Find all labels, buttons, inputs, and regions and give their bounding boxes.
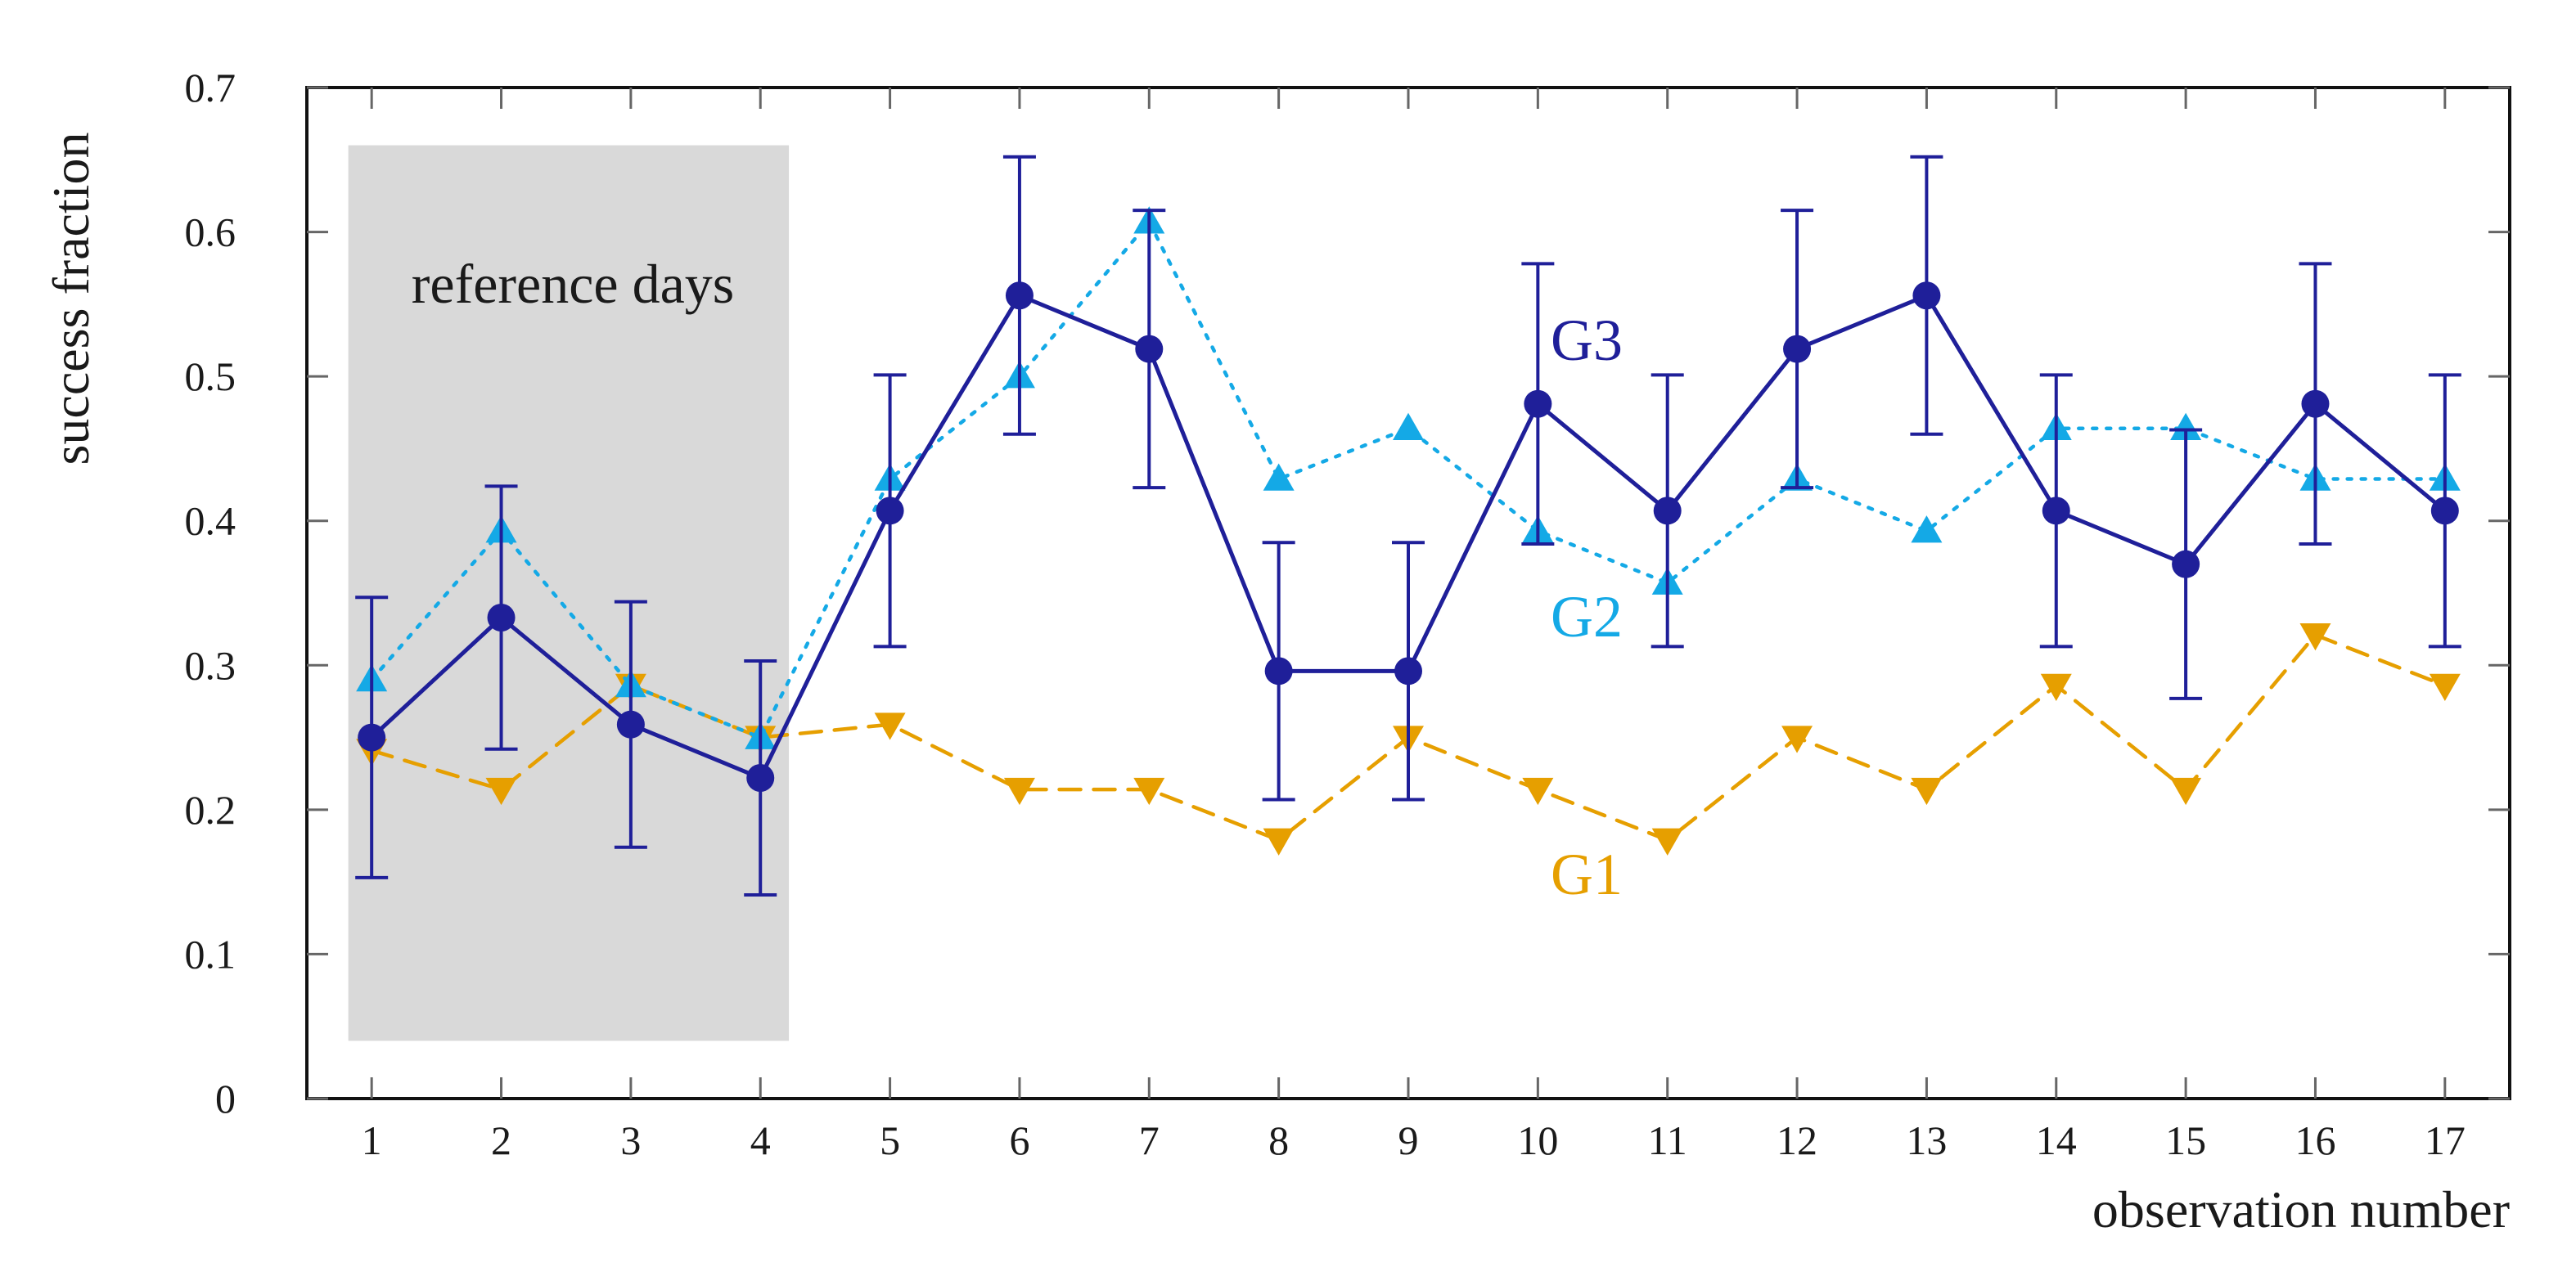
data-point-g3	[2301, 389, 2330, 418]
x-tick-label: 2	[491, 1117, 511, 1163]
data-point-g1	[1133, 777, 1165, 806]
x-tick-label: 3	[620, 1117, 641, 1163]
data-point-g1	[2429, 673, 2461, 702]
data-point-g3	[1524, 389, 1552, 418]
y-tick-label: 0.7	[185, 65, 236, 110]
data-point-g3	[358, 723, 386, 752]
data-point-g1	[485, 777, 517, 806]
data-point-g3	[1394, 657, 1422, 685]
y-tick-label: 0.3	[185, 642, 236, 688]
series-g3	[355, 155, 2461, 897]
series-label-g3: G3	[1551, 308, 1623, 373]
data-point-g3	[746, 764, 775, 793]
y-tick-label: 0.5	[185, 353, 236, 399]
data-point-g2	[2170, 412, 2202, 440]
y-axis-title: success fraction	[42, 133, 100, 465]
data-point-g1	[2170, 777, 2202, 806]
y-tick-label: 0.2	[185, 787, 236, 833]
series-label-g1: G1	[1551, 842, 1623, 907]
data-point-g1	[1651, 828, 1683, 856]
data-point-g1	[1781, 726, 1813, 753]
x-tick-label: 13	[1906, 1117, 1947, 1163]
x-tick-label: 6	[1009, 1117, 1029, 1163]
x-tick-label: 10	[1517, 1117, 1558, 1163]
data-point-g3	[616, 710, 645, 739]
data-point-g3	[487, 604, 516, 632]
data-point-g2	[1393, 412, 1424, 440]
x-tick-label: 5	[880, 1117, 900, 1163]
reference-days-region	[348, 145, 790, 1041]
y-tick-label: 0.6	[185, 209, 236, 255]
data-point-g2	[1263, 463, 1295, 491]
data-point-g1	[1263, 828, 1295, 856]
x-tick-label: 16	[2295, 1117, 2335, 1163]
data-point-g1	[874, 712, 906, 740]
x-tick-label: 17	[2425, 1117, 2466, 1163]
series-label-g2: G2	[1551, 584, 1623, 649]
x-tick-label: 12	[1777, 1117, 1817, 1163]
data-point-g3	[876, 497, 904, 525]
x-tick-label: 9	[1398, 1117, 1419, 1163]
data-point-g1	[1003, 777, 1035, 806]
data-point-g3	[2430, 497, 2459, 525]
y-tick-label: 0	[215, 1076, 236, 1121]
data-point-g3	[1005, 281, 1034, 310]
y-tick-label: 0.1	[185, 931, 236, 977]
x-tick-label: 7	[1139, 1117, 1160, 1163]
data-point-g2	[1911, 515, 1943, 543]
y-tick-label: 0.4	[185, 498, 236, 544]
data-point-g1	[1911, 777, 1943, 806]
annotation-reference-days: reference days	[412, 253, 735, 315]
data-point-g3	[1135, 335, 1164, 363]
data-point-g3	[1264, 657, 1293, 685]
x-tick-label: 14	[2036, 1117, 2077, 1163]
x-tick-label: 1	[362, 1117, 382, 1163]
data-point-g1	[1522, 777, 1554, 806]
x-axis-title: observation number	[2092, 1180, 2510, 1238]
x-tick-label: 8	[1268, 1117, 1289, 1163]
data-point-g1	[2040, 673, 2072, 702]
x-tick-label: 4	[750, 1117, 771, 1163]
series-g2-line	[369, 219, 2448, 739]
x-tick-label: 15	[2165, 1117, 2206, 1163]
data-point-g3	[1912, 281, 1941, 310]
data-point-g3	[2172, 550, 2200, 578]
data-point-g3	[2042, 497, 2070, 525]
data-point-g3	[1653, 497, 1682, 525]
data-point-g3	[1783, 335, 1812, 363]
data-point-g1	[2299, 623, 2331, 651]
x-tick-label: 11	[1648, 1117, 1687, 1163]
